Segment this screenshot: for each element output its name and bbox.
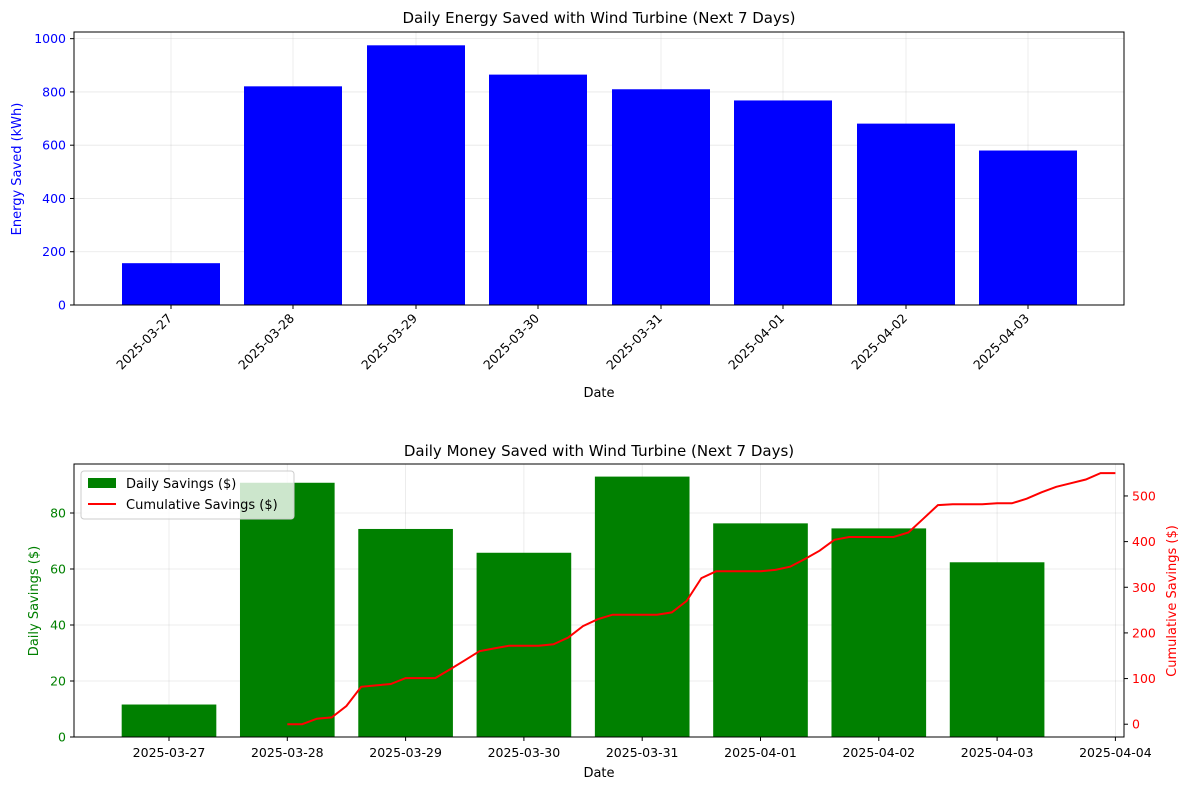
money-y2-tick-label: 100 — [1132, 671, 1156, 686]
money-x-tick-label: 2025-04-01 — [724, 745, 797, 760]
money-x-tick-label: 2025-04-03 — [961, 745, 1034, 760]
money-x-axis-label: Date — [583, 766, 614, 781]
money-y2-tick-label: 300 — [1132, 580, 1156, 595]
cumulative-savings-line — [287, 472, 1116, 726]
daily-savings-bar — [713, 523, 808, 737]
money-chart: 2025-03-27 2025-03-28 2025-03-29 2025-03-30… — [27, 442, 1180, 781]
money-x-tick-label: 2025-03-30 — [488, 745, 561, 760]
energy-plot-frame — [73, 31, 1125, 306]
energy-x-axis-label: Date — [583, 386, 614, 401]
money-x-tick-label: 2025-03-31 — [606, 745, 679, 760]
energy-bar — [734, 100, 832, 305]
energy-bar — [122, 263, 220, 305]
energy-y-ticks: 0 200 400 600 800 1000 — [34, 31, 74, 313]
energy-bar — [857, 123, 955, 305]
daily-savings-bar — [239, 482, 335, 737]
daily-savings-bar — [831, 528, 927, 737]
daily-savings-bar — [594, 476, 690, 737]
legend-box — [80, 470, 295, 520]
energy-bar — [489, 74, 587, 306]
energy-bar — [612, 89, 710, 305]
money-y2-tick-label: 500 — [1132, 488, 1156, 503]
money-y-tick-label: 40 — [50, 618, 66, 633]
money-x-ticks: 2025-03-27 2025-03-28 2025-03-29 2025-03-30… — [133, 737, 1152, 760]
daily-savings-bar — [358, 528, 453, 737]
money-x-tick-label: 2025-03-29 — [369, 745, 442, 760]
money-y2-tick-label: 0 — [1132, 717, 1140, 732]
energy-bars — [122, 45, 1077, 306]
legend-label-cumulative: Cumulative Savings ($) — [126, 498, 278, 513]
money-y-tick-label: 80 — [50, 506, 66, 521]
money-y-tick-label: 20 — [50, 674, 66, 689]
energy-y-tick-label: 800 — [42, 84, 66, 99]
money-y2-tick-label: 200 — [1132, 625, 1156, 640]
energy-chart-title: Daily Energy Saved with Wind Turbine (Ne… — [402, 9, 795, 27]
energy-y-tick-label: 400 — [42, 191, 66, 206]
energy-y-tick-label: 600 — [42, 138, 66, 153]
money-chart-title: Daily Money Saved with Wind Turbine (Nex… — [404, 442, 794, 460]
energy-y-tick-label: 200 — [42, 244, 66, 259]
energy-y-tick-label: 0 — [58, 298, 66, 313]
energy-bar — [244, 86, 342, 306]
energy-bar — [979, 150, 1077, 305]
money-bars — [121, 476, 1045, 737]
money-legend: Daily Savings ($) Cumulative Savings ($) — [80, 470, 295, 520]
legend-label-daily: Daily Savings ($) — [126, 477, 236, 492]
money-y2-tick-label: 400 — [1132, 534, 1156, 549]
energy-y-tick-label: 1000 — [34, 31, 66, 46]
money-x-tick-label: 2025-03-28 — [251, 745, 324, 760]
money-x-tick-label: 2025-03-27 — [133, 745, 206, 760]
money-y-ticks: 0 20 40 60 80 — [50, 506, 74, 745]
daily-savings-bar — [121, 704, 217, 737]
money-x-tick-label: 2025-04-02 — [842, 745, 915, 760]
energy-chart: 2025-03-27 2025-03-28 2025-03-29 2025-03-30… — [10, 9, 1125, 401]
money-x-tick-label: 2025-04-04 — [1079, 745, 1152, 760]
money-y2-axis-label: Cumulative Savings ($) — [1165, 525, 1180, 677]
money-y-tick-label: 60 — [50, 562, 66, 577]
money-y-axis-label: Daily Savings ($) — [27, 546, 42, 656]
money-y2-ticks: 0 100 200 300 400 500 — [1124, 488, 1156, 732]
energy-bar — [367, 45, 465, 305]
daily-savings-bar — [949, 562, 1045, 737]
money-plot-frame — [73, 463, 1125, 738]
legend-swatch-daily — [88, 478, 116, 488]
energy-y-axis-label: Energy Saved (kWh) — [10, 103, 25, 236]
money-y-tick-label: 0 — [58, 730, 66, 745]
